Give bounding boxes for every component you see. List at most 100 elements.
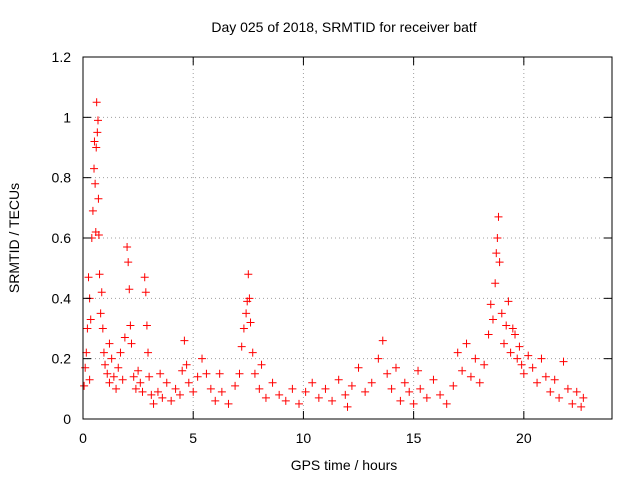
data-point (180, 336, 189, 345)
data-point (88, 206, 97, 215)
data-point (488, 315, 497, 324)
data-point (156, 369, 165, 378)
data-point (94, 230, 103, 239)
data-point (182, 360, 191, 369)
data-point (555, 393, 564, 402)
data-point (475, 378, 484, 387)
grid-lines (83, 57, 612, 419)
y-tick-label: 1.2 (52, 49, 72, 65)
data-point (301, 387, 310, 396)
data-point (131, 384, 140, 393)
y-tick-label: 1 (63, 109, 71, 125)
data-point (140, 273, 149, 282)
data-point (116, 348, 125, 357)
data-point (466, 372, 475, 381)
data-point (458, 366, 467, 375)
data-point (244, 270, 253, 279)
data-point (321, 384, 330, 393)
data-point (103, 369, 112, 378)
data-point (341, 390, 350, 399)
data-point (541, 372, 550, 381)
data-point (295, 399, 304, 408)
data-point (492, 249, 501, 258)
data-point (245, 294, 254, 303)
data-point (579, 393, 588, 402)
y-tick-label: 0.8 (52, 170, 72, 186)
data-point (495, 258, 504, 267)
data-point (347, 381, 356, 390)
data-point (125, 285, 134, 294)
data-point (145, 372, 154, 381)
data-point (261, 393, 270, 402)
data-point (354, 363, 363, 372)
data-point (328, 396, 337, 405)
data-point (112, 384, 121, 393)
data-point (101, 360, 110, 369)
data-point (153, 387, 162, 396)
data-point (502, 321, 511, 330)
data-point (519, 369, 528, 378)
data-point (171, 384, 180, 393)
data-point (383, 369, 392, 378)
data-point (250, 369, 259, 378)
data-point (248, 348, 257, 357)
data-point (246, 318, 255, 327)
data-point (308, 378, 317, 387)
data-point (255, 384, 264, 393)
data-point (235, 369, 244, 378)
data-point (400, 378, 409, 387)
data-point (494, 212, 503, 221)
data-point (84, 273, 93, 282)
data-point (405, 387, 414, 396)
data-point (98, 324, 107, 333)
data-point (144, 348, 153, 357)
data-point (462, 339, 471, 348)
x-tick-label: 0 (79, 430, 87, 446)
data-point (414, 366, 423, 375)
data-point (134, 366, 143, 375)
data-point (167, 396, 176, 405)
data-point (120, 333, 129, 342)
data-point (224, 399, 233, 408)
data-point (95, 270, 104, 279)
data-point (118, 375, 127, 384)
data-point (442, 399, 451, 408)
data-point (136, 378, 145, 387)
data-point (387, 384, 396, 393)
data-point (124, 258, 133, 267)
x-tick-label: 20 (516, 430, 532, 446)
data-point (142, 321, 151, 330)
data-point (486, 300, 495, 309)
data-point (577, 402, 586, 411)
data-point (334, 375, 343, 384)
data-point (90, 137, 99, 146)
data-point (563, 384, 572, 393)
data-point (515, 342, 524, 351)
data-point (193, 372, 202, 381)
data-point (499, 339, 508, 348)
data-point (524, 351, 533, 360)
data-point (184, 378, 193, 387)
data-point (484, 330, 493, 339)
data-point (374, 354, 383, 363)
data-point (559, 357, 568, 366)
data-point (109, 372, 118, 381)
x-tick-label: 15 (406, 430, 422, 446)
data-point (107, 354, 116, 363)
data-point (99, 348, 108, 357)
data-point (471, 354, 480, 363)
y-tick-label: 0.6 (52, 230, 72, 246)
data-point (93, 128, 102, 137)
data-point (211, 396, 220, 405)
data-point (533, 378, 542, 387)
data-point (96, 309, 105, 318)
data-point (391, 363, 400, 372)
axis-ticks: 0 0.2 0.4 0.6 0.8 1 1.2 0 5 10 15 20 (52, 49, 612, 446)
data-point (149, 399, 158, 408)
data-point (493, 234, 502, 242)
data-point (242, 309, 251, 318)
data-point (511, 330, 520, 339)
x-tick-label: 5 (189, 430, 197, 446)
data-point (97, 288, 106, 297)
